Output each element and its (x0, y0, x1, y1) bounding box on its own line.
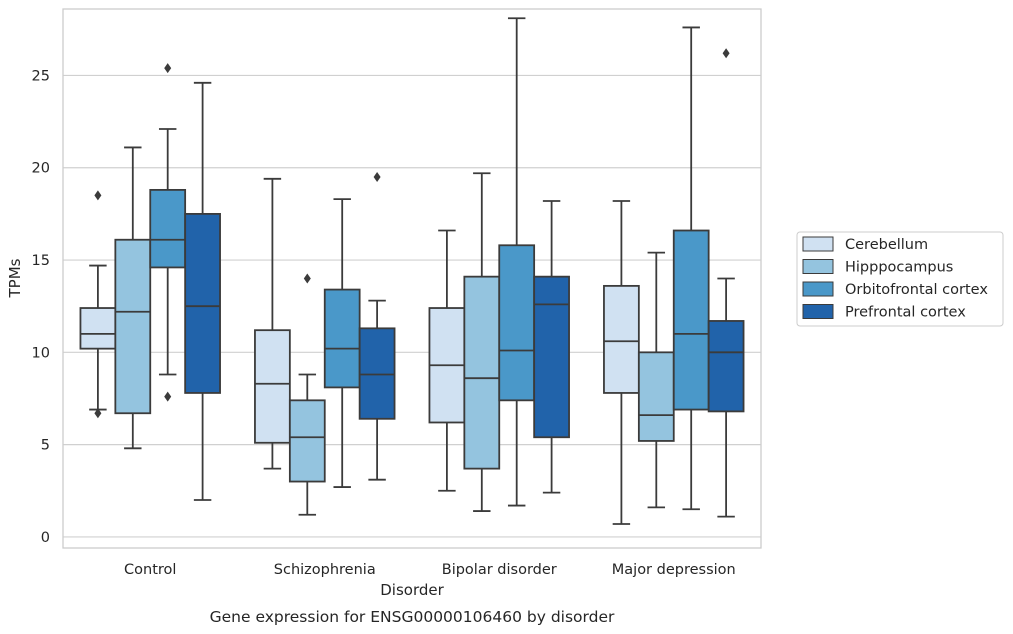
box (358, 327, 396, 420)
box-group (672, 26, 710, 511)
outlier-point (303, 273, 311, 284)
box-series (79, 17, 745, 525)
box (149, 188, 187, 269)
y-tick-labels: 0 5 10 15 20 25 (32, 68, 50, 545)
y-tick-label: 15 (32, 253, 50, 269)
x-tick-labels: Control Schizophrenia Bipolar disorder Majo… (124, 562, 736, 578)
box (79, 307, 117, 350)
legend-frame (796, 231, 1004, 327)
box-group (149, 63, 187, 402)
box (254, 329, 291, 444)
legend-label: Orbitofrontal cortex (845, 282, 988, 298)
legend-swatch (802, 259, 834, 274)
box (288, 399, 326, 483)
box-group (637, 251, 675, 509)
box (498, 244, 536, 402)
y-tick-label: 20 (32, 161, 50, 177)
y-tick-label: 10 (32, 345, 50, 361)
y-tick-label: 5 (41, 438, 50, 454)
outlier-point (94, 190, 102, 201)
x-tick-label: Schizophrenia (274, 562, 376, 578)
outlier-point (722, 48, 730, 59)
box-group (79, 190, 117, 419)
box (323, 288, 361, 389)
legend-swatch (802, 281, 834, 297)
outlier-point (94, 408, 102, 419)
box-group (184, 81, 221, 501)
plot-area-frame (62, 8, 762, 549)
box-group (254, 177, 291, 470)
x-tick-label: Control (124, 562, 176, 578)
box-group (323, 198, 361, 488)
box (463, 275, 501, 470)
box (533, 275, 570, 439)
box-group (498, 17, 536, 507)
box-group (603, 200, 640, 525)
outlier-point (164, 63, 172, 74)
box (114, 238, 152, 415)
legend-label: Prefrontal cortex (845, 305, 966, 321)
box-group (358, 171, 396, 481)
outlier-point (373, 171, 381, 182)
box-group (707, 48, 745, 518)
box-group (533, 200, 570, 494)
outlier-point (164, 391, 172, 402)
box (637, 351, 675, 442)
box (184, 212, 221, 394)
x-axis-label: Disorder (380, 581, 444, 599)
box-group (288, 273, 326, 516)
y-axis-label: TPMs (6, 258, 24, 298)
x-tick-label: Major depression (612, 562, 736, 578)
box (672, 229, 710, 411)
chart-caption: Gene expression for ENSG00000106460 by d… (210, 608, 615, 626)
legend-swatch (802, 236, 834, 252)
legend-swatch (802, 304, 834, 319)
legend: Cerebellum Hipppocampus Orbitofrontal cort… (796, 231, 1004, 327)
y-tick-label: 25 (32, 68, 50, 84)
x-tick-label: Bipolar disorder (442, 562, 557, 578)
box (603, 284, 640, 394)
y-tick-label: 0 (41, 530, 50, 546)
legend-label: Cerebellum (845, 237, 928, 253)
legend-label: Hipppocampus (845, 260, 953, 276)
box-group (428, 229, 466, 492)
box (707, 320, 745, 413)
box-group (463, 172, 501, 512)
box-group (114, 146, 152, 450)
